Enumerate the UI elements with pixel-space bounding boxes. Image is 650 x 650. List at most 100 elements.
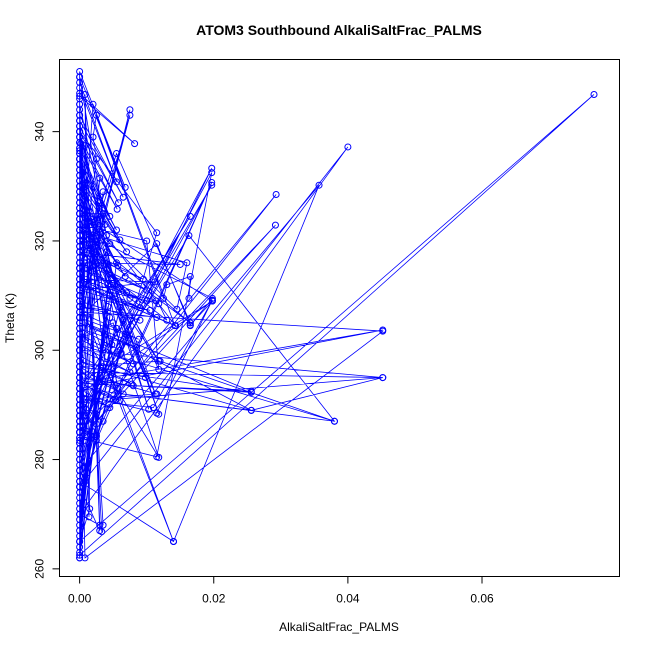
data-point xyxy=(149,404,157,412)
data-point xyxy=(155,410,163,418)
data-point xyxy=(143,237,151,245)
data-point xyxy=(208,178,216,186)
data-point xyxy=(315,181,323,189)
data-point xyxy=(76,106,84,114)
data-point xyxy=(106,270,114,278)
data-point xyxy=(163,281,171,289)
data-point xyxy=(133,344,141,352)
data-point xyxy=(76,297,84,305)
y-tick-label: 340 xyxy=(33,121,47,141)
data-point xyxy=(379,374,387,382)
data-point xyxy=(116,283,124,291)
data-point xyxy=(76,199,84,207)
data-point xyxy=(76,92,84,100)
y-tick-label: 280 xyxy=(33,449,47,469)
data-point xyxy=(76,100,84,108)
data-point xyxy=(121,330,129,338)
data-point xyxy=(119,193,127,201)
data-point xyxy=(136,316,144,324)
y-axis: 260 280 300 320 340 xyxy=(33,121,60,579)
data-point xyxy=(163,316,171,324)
data-point xyxy=(76,488,84,496)
data-point xyxy=(76,226,84,234)
data-point xyxy=(153,313,161,321)
data-point xyxy=(101,221,109,229)
data-point xyxy=(76,147,84,155)
data-point xyxy=(113,226,121,234)
data-point xyxy=(99,417,107,425)
data-point xyxy=(76,450,84,458)
data-point xyxy=(76,330,84,338)
data-point xyxy=(76,395,84,403)
data-point xyxy=(76,221,84,229)
data-point xyxy=(113,178,121,186)
data-point xyxy=(76,270,84,278)
data-point xyxy=(89,133,97,141)
data-point xyxy=(81,477,89,485)
data-point xyxy=(76,242,84,250)
y-tick-label: 300 xyxy=(33,340,47,360)
data-point xyxy=(81,395,89,403)
data-point xyxy=(99,188,107,196)
data-point xyxy=(76,319,84,327)
data-point xyxy=(172,322,180,330)
data-point xyxy=(143,297,151,305)
data-point xyxy=(76,303,84,311)
data-point xyxy=(76,286,84,294)
data-point xyxy=(76,368,84,376)
data-point xyxy=(89,215,97,223)
data-point xyxy=(76,543,84,551)
data-point xyxy=(76,510,84,518)
data-point xyxy=(76,363,84,371)
data-point xyxy=(126,106,134,114)
data-point xyxy=(106,404,114,412)
data-point xyxy=(76,499,84,507)
data-points xyxy=(76,68,598,562)
data-point xyxy=(76,231,84,239)
data-point xyxy=(247,388,255,396)
data-point xyxy=(76,133,84,141)
data-point xyxy=(76,352,84,360)
data-point xyxy=(208,181,216,189)
data-point xyxy=(247,406,255,414)
data-point xyxy=(76,346,84,354)
data-point xyxy=(109,395,117,403)
data-point xyxy=(208,164,216,172)
data-point xyxy=(81,180,89,188)
data-point xyxy=(128,380,136,388)
y-tick-label: 260 xyxy=(33,559,47,579)
data-point xyxy=(113,150,121,157)
data-point xyxy=(76,292,84,300)
data-point xyxy=(76,436,84,444)
data-point xyxy=(113,259,121,267)
data-point xyxy=(272,190,280,198)
data-point xyxy=(104,281,112,289)
data-point xyxy=(208,169,216,177)
data-point xyxy=(173,305,181,313)
data-point xyxy=(92,111,100,119)
data-point xyxy=(138,296,146,304)
data-point xyxy=(76,445,84,453)
data-point xyxy=(108,341,116,349)
data-point xyxy=(185,294,193,302)
data-point xyxy=(135,335,143,343)
data-point xyxy=(115,199,123,207)
data-point xyxy=(76,171,84,179)
data-point xyxy=(96,174,104,182)
data-point xyxy=(81,259,89,267)
data-point xyxy=(76,456,84,464)
data-point xyxy=(123,289,131,297)
y-tick-label: 320 xyxy=(33,231,47,251)
data-point xyxy=(126,294,134,302)
data-point xyxy=(131,140,139,148)
data-point xyxy=(76,215,84,223)
data-point xyxy=(92,420,100,428)
data-point xyxy=(76,150,84,157)
data-point xyxy=(76,505,84,513)
data-point xyxy=(104,303,112,311)
data-point xyxy=(76,264,84,272)
x-tick-label: 0.00 xyxy=(68,592,92,606)
data-point xyxy=(119,390,127,398)
